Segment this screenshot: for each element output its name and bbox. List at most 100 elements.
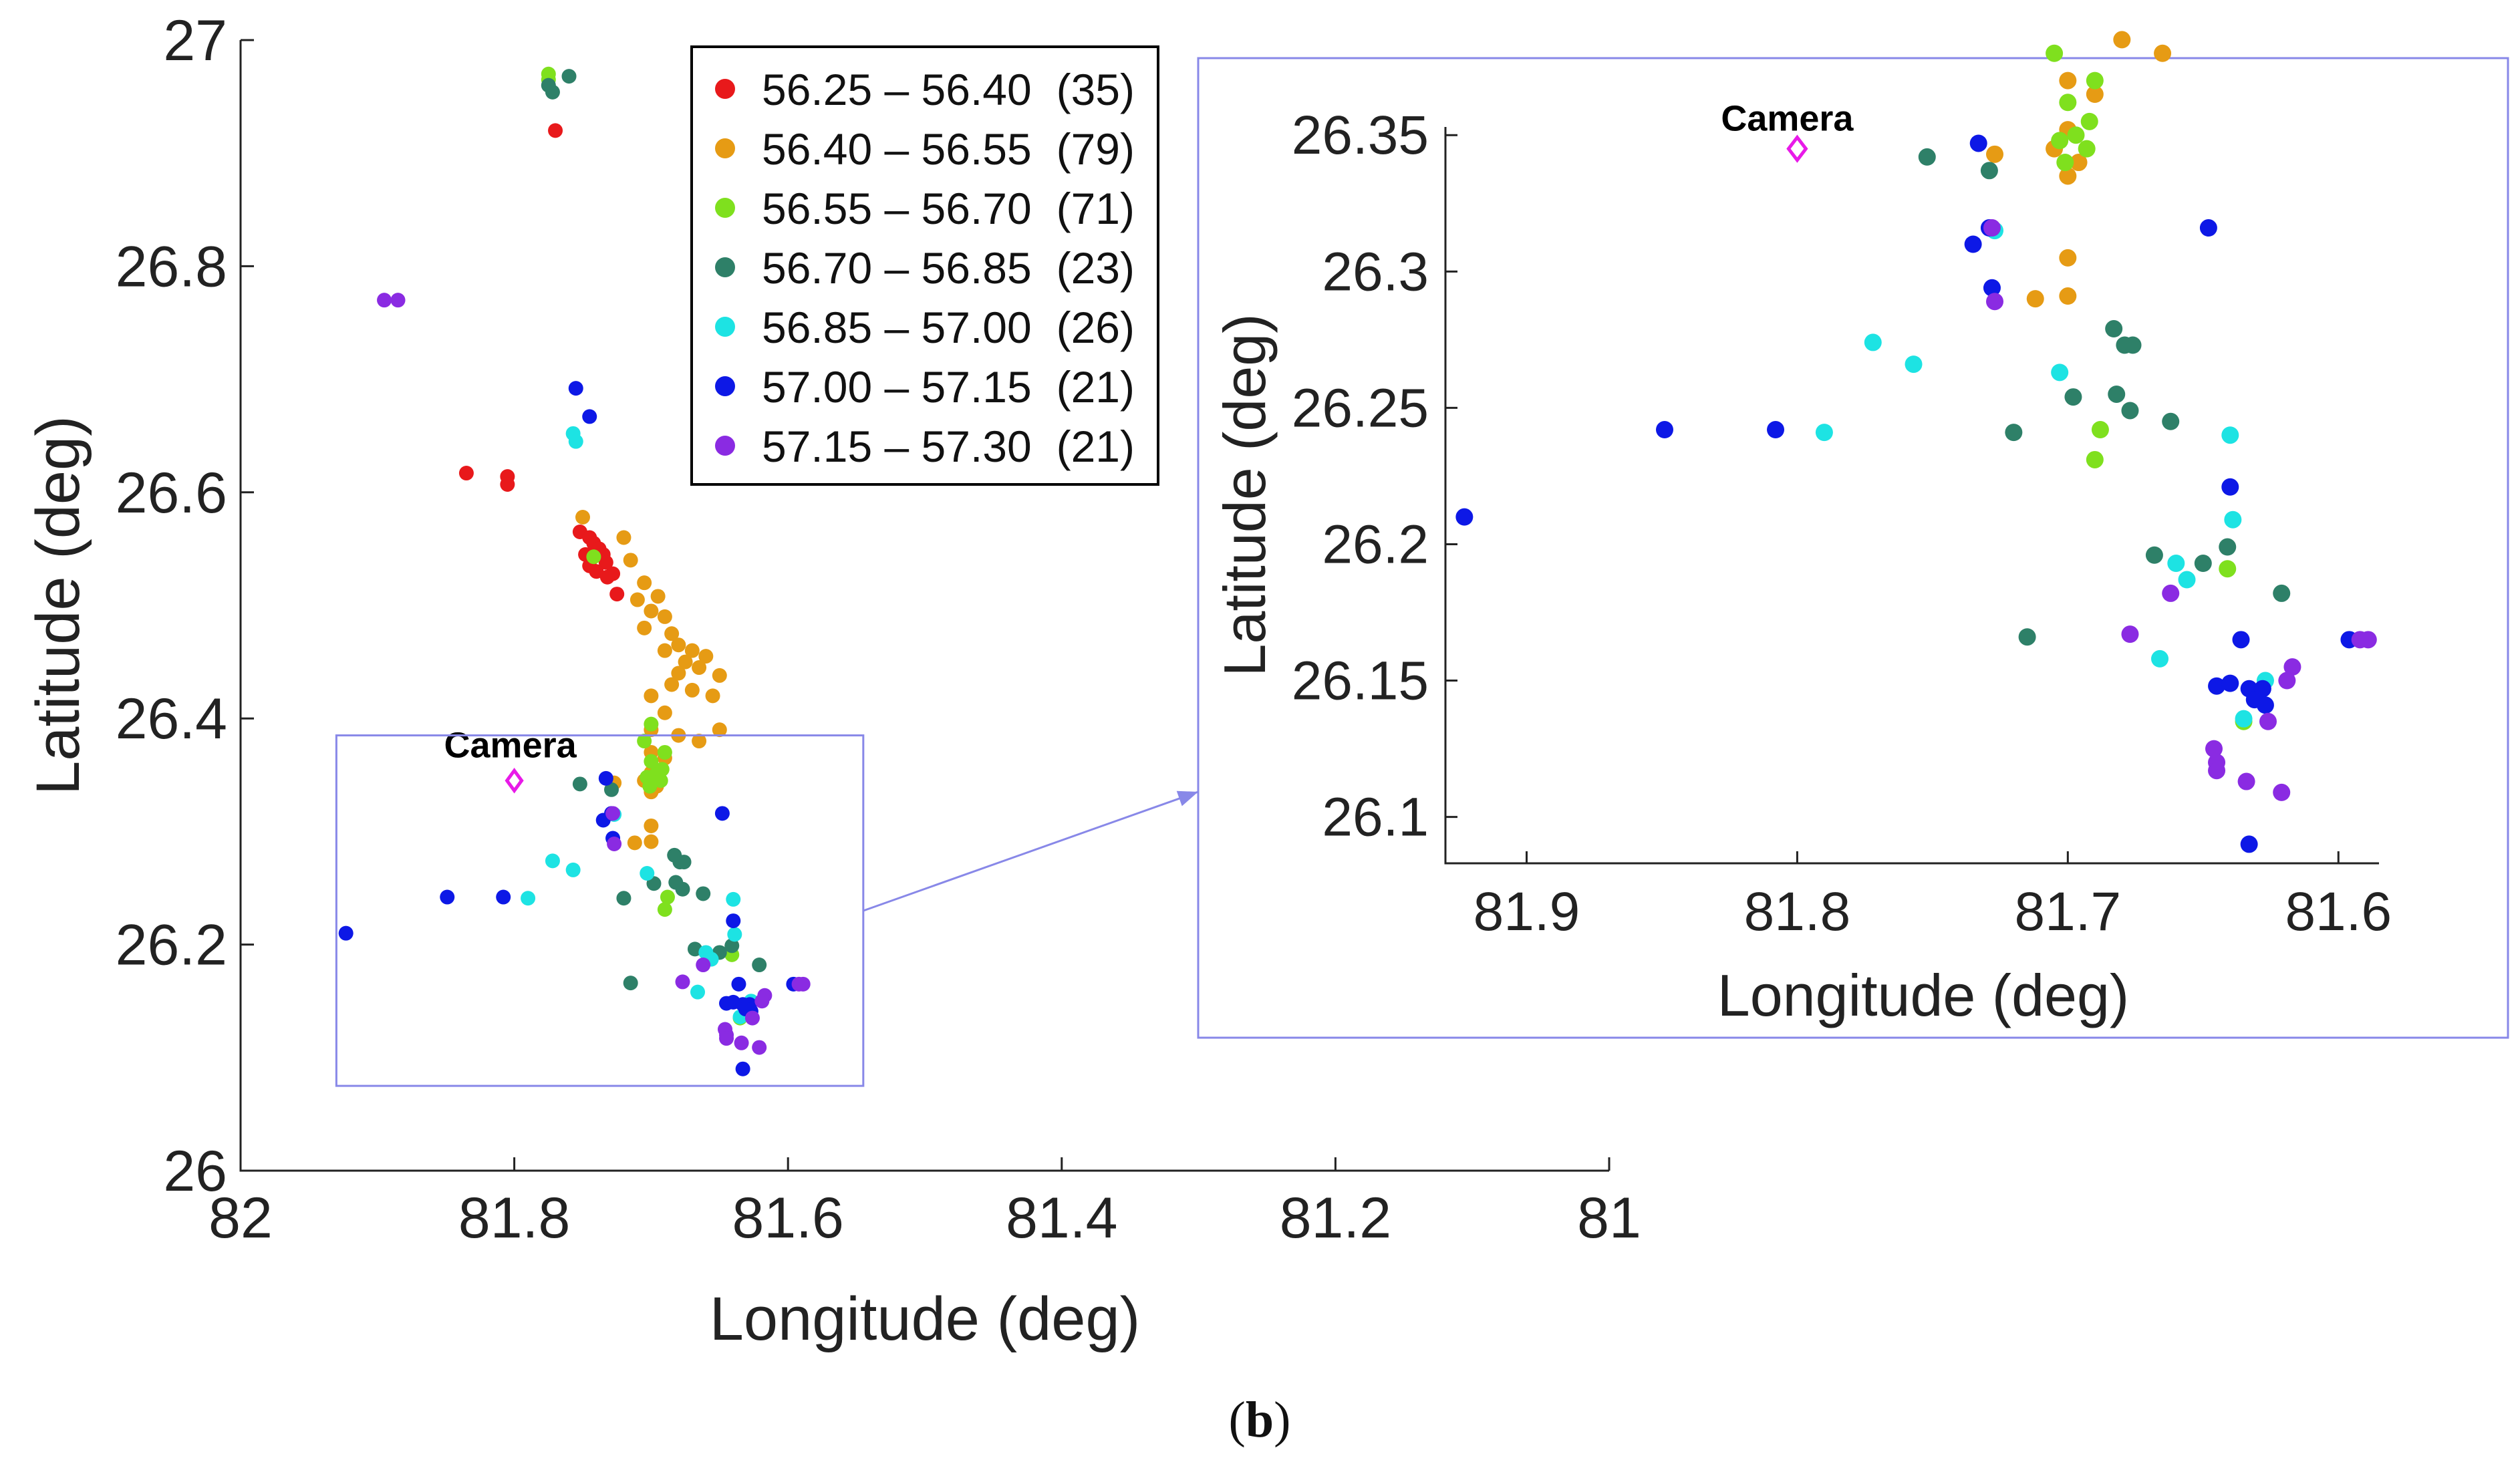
- overview-data-point: [642, 778, 658, 794]
- overview-data-point: [726, 913, 741, 929]
- zoom-data-point: [2178, 571, 2196, 589]
- overview-data-point: [605, 806, 621, 821]
- overview-data-point: [500, 476, 515, 492]
- overview-data-point: [644, 603, 659, 619]
- zoom-data-point: [1905, 355, 1923, 374]
- zoom-data-point: [2219, 538, 2237, 556]
- zoom-data-point: [2154, 44, 2172, 62]
- zoom-data-point: [2051, 132, 2069, 150]
- zoom-data-point: [2221, 478, 2239, 496]
- legend-marker: [715, 138, 735, 158]
- overview-data-point: [752, 1040, 767, 1055]
- overview-data-point: [650, 589, 666, 604]
- overview-data-point: [712, 668, 727, 683]
- overview-data-point: [586, 549, 601, 565]
- zoom-data-point: [1964, 235, 1982, 253]
- legend-marker: [715, 198, 735, 218]
- legend-count-label: (71): [1057, 184, 1135, 233]
- zoom-data-point: [2051, 363, 2069, 382]
- legend-range-label: 56.25 – 56.40: [762, 65, 1032, 114]
- zoom-x-axis-title: Longitude (deg): [1717, 962, 2129, 1028]
- zoom-data-point: [2056, 154, 2074, 172]
- overview-data-point: [714, 806, 730, 821]
- zoom-data-point: [2113, 31, 2131, 49]
- zoom-data-point: [2273, 783, 2291, 801]
- overview-data-point: [653, 773, 668, 788]
- zoom-data-point: [1983, 219, 2001, 237]
- overview-data-point: [675, 974, 690, 990]
- zoom-data-point: [2086, 86, 2104, 104]
- legend-marker: [715, 436, 735, 456]
- zoom-data-point: [1767, 421, 1785, 439]
- overview-data-point: [735, 1061, 750, 1076]
- overview-data-point: [521, 891, 536, 906]
- zoom-data-point: [2026, 290, 2044, 308]
- overview-data-point: [671, 666, 686, 681]
- caption-close: ): [1274, 1392, 1290, 1448]
- zoom-data-point: [2086, 450, 2104, 468]
- overview-data-point: [616, 891, 632, 906]
- overview-data-point: [458, 466, 474, 481]
- overview-data-point: [657, 705, 672, 720]
- overview-x-tick-label: 81: [1577, 1186, 1641, 1250]
- zoom-data-point: [2005, 424, 2023, 442]
- zoom-x-tick-label: 81.7: [2015, 881, 2122, 942]
- overview-data-point: [565, 862, 581, 877]
- zoom-data-point: [2018, 628, 2036, 646]
- zoom-data-point: [2105, 320, 2123, 338]
- overview-data-point: [440, 889, 455, 905]
- zoom-data-point: [2205, 740, 2223, 758]
- overview-data-point: [744, 1010, 760, 1026]
- overview-y-axis-title: Latitude (deg): [24, 416, 92, 795]
- overview-y-tick-label: 26: [163, 1139, 227, 1203]
- zoom-connector-line: [863, 790, 1199, 912]
- overview-y-tick-label: 26.4: [116, 687, 227, 751]
- zoom-data-point: [1815, 424, 1833, 442]
- zoom-data-point: [2064, 388, 2082, 406]
- overview-data-point: [724, 938, 740, 954]
- overview-data-point: [657, 643, 672, 658]
- zoom-data-point: [2080, 112, 2098, 130]
- zoom-data-point: [1864, 333, 1882, 351]
- zoom-data-point: [1455, 508, 1474, 526]
- overview-data-point: [712, 722, 727, 738]
- zoom-y-tick-label: 26.2: [1322, 514, 1429, 575]
- zoom-y-tick-label: 26.25: [1292, 378, 1429, 438]
- zoom-data-point: [2059, 249, 2077, 267]
- overview-data-point: [545, 84, 560, 100]
- zoom-data-point: [2208, 762, 2226, 780]
- overview-data-point: [675, 881, 690, 897]
- legend: 56.25 – 56.40 (35) 56.40 – 56.55 (79) 56.55 …: [690, 45, 1159, 486]
- legend-count-label: (21): [1057, 422, 1135, 471]
- overview-data-point: [644, 834, 659, 849]
- zoom-data-point: [2240, 835, 2258, 853]
- overview-data-point: [644, 754, 659, 769]
- zoom-data-point: [2124, 336, 2142, 354]
- zoom-data-point: [2221, 674, 2239, 692]
- overview-data-point: [684, 682, 700, 698]
- overview-camera-label: Camera: [444, 725, 577, 765]
- overview-data-point: [684, 643, 700, 658]
- legend-range-label: 56.40 – 56.55: [762, 124, 1032, 174]
- legend-count-label: (79): [1057, 124, 1135, 174]
- overview-data-point: [676, 855, 692, 870]
- overview-data-point: [598, 770, 613, 786]
- overview-data-point: [657, 744, 672, 760]
- zoom-frame: [1197, 57, 2509, 1039]
- overview-data-point: [754, 994, 770, 1009]
- zoom-data-point: [2208, 677, 2226, 695]
- zoom-data-point: [2121, 402, 2139, 420]
- overview-data-point: [627, 835, 642, 851]
- overview-data-point: [719, 1031, 734, 1046]
- zoom-data-point: [2235, 710, 2253, 728]
- legend-count-label: (21): [1057, 362, 1135, 412]
- overview-data-point: [637, 620, 652, 635]
- overview-chart: 82 81.8 81.6 81.4 81.2 81 26 26.2 26.4 26.6 26.8 27…: [24, 9, 1641, 1353]
- zoom-y-tick-label: 26.1: [1322, 787, 1429, 848]
- overview-data-point: [589, 564, 604, 579]
- zoom-data-point: [1655, 421, 1673, 439]
- overview-data-point: [548, 123, 563, 138]
- zoom-data-point: [2219, 560, 2237, 578]
- overview-x-tick-label: 81.6: [732, 1186, 844, 1250]
